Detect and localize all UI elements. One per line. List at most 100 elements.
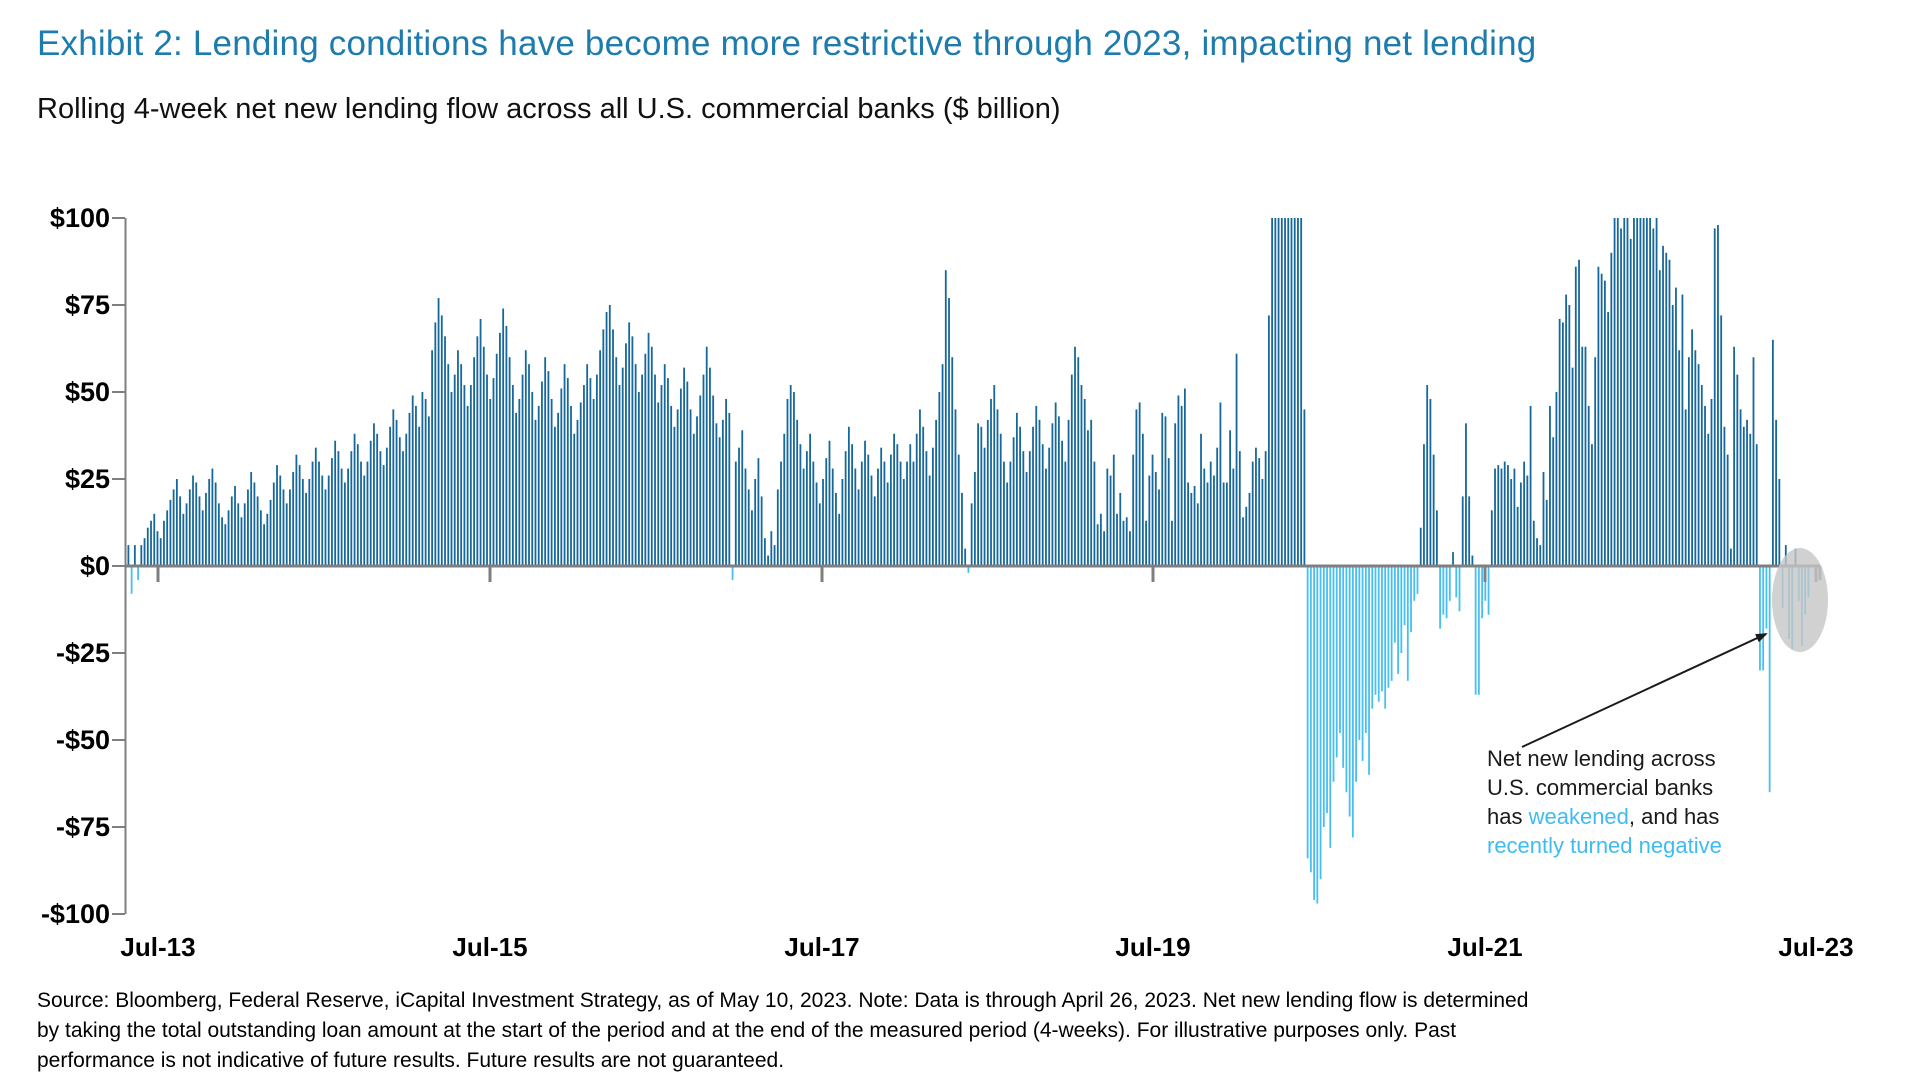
bar-positive (1726, 454, 1729, 566)
bar-positive (499, 332, 501, 566)
bar-positive (363, 475, 366, 566)
bar-positive (1558, 318, 1561, 566)
bar-positive (1287, 218, 1290, 566)
bar-positive (889, 454, 892, 566)
bar-positive (1057, 416, 1060, 566)
bar-positive (854, 468, 857, 566)
bar-negative (1439, 566, 1441, 629)
bar-positive (450, 392, 453, 566)
bar-positive (1694, 350, 1697, 566)
bar-positive (537, 405, 540, 566)
bar-positive (705, 346, 708, 566)
bar-positive (308, 479, 311, 566)
bar-negative (1400, 566, 1403, 653)
bar-negative (1364, 566, 1367, 734)
bar-positive (1009, 461, 1012, 566)
bar-negative (1413, 566, 1416, 601)
bar-positive (1164, 416, 1167, 566)
bar-positive (1636, 218, 1639, 566)
bar-positive (234, 485, 236, 566)
bar-positive (944, 270, 947, 566)
bar-negative (1477, 566, 1480, 695)
bar-positive (1087, 430, 1089, 566)
bar-positive (201, 510, 204, 566)
bar-positive (1213, 475, 1215, 566)
bar-positive (211, 468, 214, 566)
bar-positive (886, 482, 889, 566)
bar-positive (331, 458, 333, 566)
bar-positive (634, 364, 637, 566)
bar-positive (880, 447, 883, 566)
bar-positive (1675, 287, 1677, 566)
bar-positive (1707, 433, 1710, 566)
bar-positive (473, 357, 475, 566)
bar-positive (1048, 447, 1051, 566)
bar-positive (1112, 454, 1115, 566)
bar-positive (214, 482, 217, 566)
bar-negative (731, 566, 734, 580)
bar-positive (857, 489, 860, 566)
bar-positive (1665, 252, 1668, 567)
bar-positive (311, 461, 314, 566)
bar-positive (434, 322, 437, 566)
bar-positive (909, 444, 912, 566)
bar-positive (573, 433, 576, 566)
bar-positive (608, 305, 611, 566)
bar-positive (1468, 496, 1471, 566)
bar-positive (589, 378, 592, 566)
bar-positive (825, 458, 828, 566)
bar-positive (547, 371, 550, 566)
bar-positive (541, 381, 543, 566)
bar-positive (166, 510, 169, 566)
bar-positive (1700, 385, 1703, 566)
bar-positive (702, 374, 705, 566)
bar-positive (1432, 454, 1435, 566)
bar-positive (751, 510, 753, 566)
bar-positive (883, 461, 886, 566)
bar-positive (1116, 513, 1118, 566)
bar-positive (802, 468, 805, 566)
bar-positive (919, 409, 921, 566)
bar-positive (1258, 458, 1261, 566)
bar-negative (1345, 566, 1348, 793)
bar-positive (159, 538, 162, 566)
bar-positive (1277, 218, 1280, 566)
bar-positive (466, 405, 469, 566)
bar-positive (793, 392, 795, 566)
bar-positive (1668, 259, 1671, 566)
bar-positive (1125, 517, 1128, 566)
bar-positive (1633, 218, 1635, 566)
bar-positive (1645, 218, 1648, 566)
bar-positive (770, 531, 773, 566)
bar-positive (796, 419, 799, 566)
bar-positive (1652, 228, 1655, 566)
bar-positive (1435, 510, 1438, 566)
bar-positive (925, 451, 928, 566)
bar-positive (1284, 218, 1286, 566)
bar-positive (1568, 305, 1571, 566)
x-tick-label: Jul-13 (120, 932, 195, 962)
bar-negative (1759, 566, 1761, 671)
bar-positive (809, 433, 811, 566)
bar-positive (828, 440, 831, 566)
y-tick-label: -$25 (56, 638, 110, 668)
bar-positive (1597, 266, 1600, 566)
bar-positive (1529, 405, 1532, 566)
bar-positive (625, 343, 627, 566)
bar-positive (550, 398, 553, 566)
bar-positive (534, 419, 537, 566)
bar-negative (1371, 566, 1374, 709)
bar-positive (579, 402, 582, 566)
bar-positive (182, 513, 185, 566)
bar-positive (1755, 444, 1758, 566)
bar-positive (631, 336, 634, 566)
y-tick-label: $50 (65, 377, 110, 407)
bar-positive (1419, 527, 1422, 566)
bar-negative (1316, 566, 1319, 904)
bar-positive (1584, 346, 1587, 566)
bar-positive (1710, 398, 1713, 566)
bar-positive (192, 475, 194, 566)
bar-positive (360, 461, 362, 566)
bar-positive (935, 419, 937, 566)
